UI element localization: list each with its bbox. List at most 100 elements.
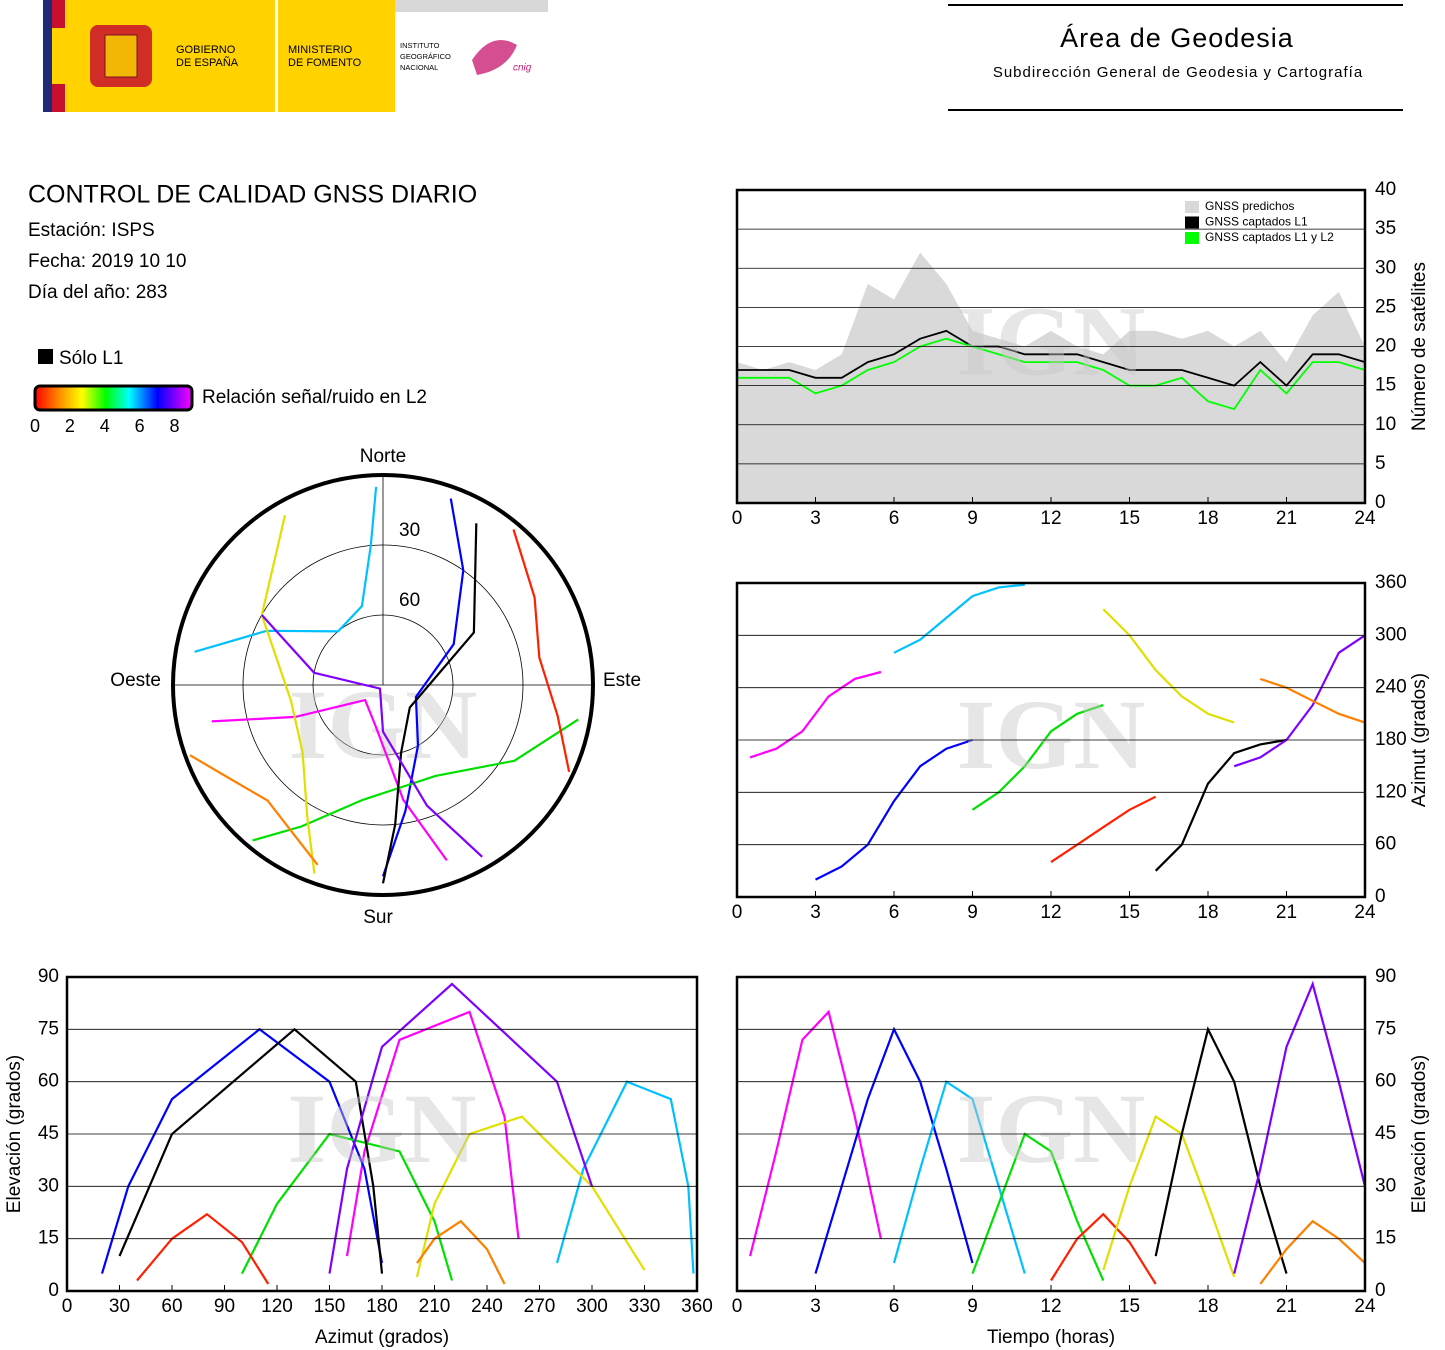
logo-text: GEOGRÁFICO [400, 52, 451, 61]
x-tick-label: 6 [889, 508, 900, 529]
y-tick-label: 75 [1375, 1018, 1396, 1039]
x-tick-label: 15 [1119, 902, 1140, 923]
legend-label: GNSS predichos [1205, 199, 1294, 213]
satellite-track [118, 1027, 384, 1274]
x-tick-label: 330 [629, 1296, 661, 1317]
x-tick-label: 18 [1197, 902, 1218, 923]
x-tick-label: 15 [1119, 1296, 1140, 1317]
satellite-track [1102, 608, 1235, 724]
legend-swatch [1185, 232, 1199, 244]
satellite-track [345, 1010, 520, 1257]
satellite-track [971, 704, 1104, 811]
header-title: Área de Geodesia [1060, 23, 1294, 53]
satellite-track [1154, 738, 1287, 872]
x-tick-label: 24 [1354, 508, 1376, 529]
x-tick-label: 0 [62, 1296, 73, 1317]
x-tick-label: 30 [109, 1296, 130, 1317]
y-tick-label: 25 [1375, 296, 1396, 317]
x-tick-label: 21 [1276, 1296, 1297, 1317]
y-tick-label: 45 [1375, 1123, 1396, 1144]
y-axis-label: Número de satélites [1409, 262, 1430, 431]
satellite-track [892, 1079, 1026, 1274]
satellite-track [415, 1115, 646, 1278]
satellite-track [555, 1080, 695, 1274]
y-tick-label: 360 [1375, 572, 1407, 593]
colorbar-tick: 4 [100, 416, 110, 436]
info-text: Día del año: 283 [28, 282, 167, 303]
x-tick-label: 18 [1197, 508, 1218, 529]
satellite-track [1102, 1114, 1236, 1278]
x-tick-label: 24 [1354, 902, 1376, 923]
watermark: IGN [957, 679, 1146, 790]
x-tick-label: 21 [1276, 508, 1297, 529]
y-tick-label: 5 [1375, 453, 1386, 474]
legend-label: GNSS captados L1 [1205, 215, 1308, 229]
watermark: IGN [957, 285, 1146, 396]
x-tick-label: 18 [1197, 1296, 1218, 1317]
y-tick-label: 240 [1375, 677, 1407, 698]
satellite-track [512, 529, 571, 773]
y-tick-label: 20 [1375, 336, 1396, 357]
x-tick-label: 3 [810, 1296, 821, 1317]
direction-label: Oeste [110, 670, 161, 691]
satellite-track [381, 498, 465, 877]
x-tick-label: 6 [889, 902, 900, 923]
satellite-track [381, 523, 478, 884]
satellite-track [241, 1132, 454, 1281]
logo-text: NACIONAL [400, 63, 438, 72]
satellite-track [194, 486, 378, 653]
y-tick-label: 15 [1375, 375, 1396, 396]
y-tick-label: 75 [38, 1018, 59, 1039]
satellite-track [1050, 1212, 1157, 1285]
satellite-track [971, 1132, 1105, 1281]
logo-text: DE ESPAÑA [176, 56, 239, 69]
y-tick-label: 0 [48, 1280, 59, 1301]
y-tick-label: 60 [1375, 1071, 1396, 1092]
y-tick-label: 15 [38, 1228, 59, 1249]
direction-label: Este [603, 670, 641, 691]
y-tick-label: 0 [1375, 492, 1386, 513]
x-tick-label: 90 [214, 1296, 235, 1317]
legend-swatch [38, 349, 53, 364]
satellite-track [260, 515, 316, 874]
y-axis-label: Elevación (grados) [1409, 1055, 1430, 1213]
x-tick-label: 9 [967, 508, 978, 529]
satellite-track [815, 738, 973, 881]
x-tick-label: 12 [1040, 508, 1061, 529]
info-text: Fecha: 2019 10 10 [28, 251, 186, 272]
satellite-track [136, 1212, 270, 1285]
plot-frame [735, 581, 1367, 899]
x-tick-label: 12 [1040, 902, 1061, 923]
x-tick-label: 240 [471, 1296, 503, 1317]
x-tick-label: 12 [1040, 1296, 1061, 1317]
y-tick-label: 60 [1375, 834, 1396, 855]
watermark: IGN [957, 1073, 1146, 1184]
y-tick-label: 35 [1375, 218, 1396, 239]
x-axis-label: Azimut (grados) [315, 1327, 449, 1348]
x-tick-label: 21 [1276, 902, 1297, 923]
y-tick-label: 40 [1375, 179, 1396, 200]
x-tick-label: 15 [1119, 508, 1140, 529]
elevation-ring-label: 60 [399, 590, 420, 611]
x-tick-label: 9 [967, 1296, 978, 1317]
satellite-track [211, 698, 448, 862]
y-tick-label: 30 [1375, 257, 1396, 278]
logo-text: MINISTERIO [288, 44, 353, 56]
y-tick-label: 120 [1375, 781, 1407, 802]
legend-label: Sólo L1 [59, 348, 123, 369]
x-tick-label: 3 [810, 902, 821, 923]
plot-frame [735, 188, 1367, 505]
y-tick-label: 0 [1375, 1280, 1386, 1301]
logo-block: GOBIERNO DE ESPAÑA MINISTERIO DE FOMENTO… [43, 0, 548, 112]
x-tick-label: 270 [524, 1296, 556, 1317]
x-tick-label: 0 [732, 902, 743, 923]
x-tick-label: 300 [576, 1296, 608, 1317]
info-text: Estación: ISPS [28, 220, 155, 241]
satellite-track [749, 1009, 882, 1257]
y-tick-label: 30 [38, 1175, 59, 1196]
x-tick-label: 3 [810, 508, 821, 529]
y-tick-label: 45 [38, 1123, 59, 1144]
y-tick-label: 10 [1375, 414, 1396, 435]
area [737, 252, 1365, 503]
